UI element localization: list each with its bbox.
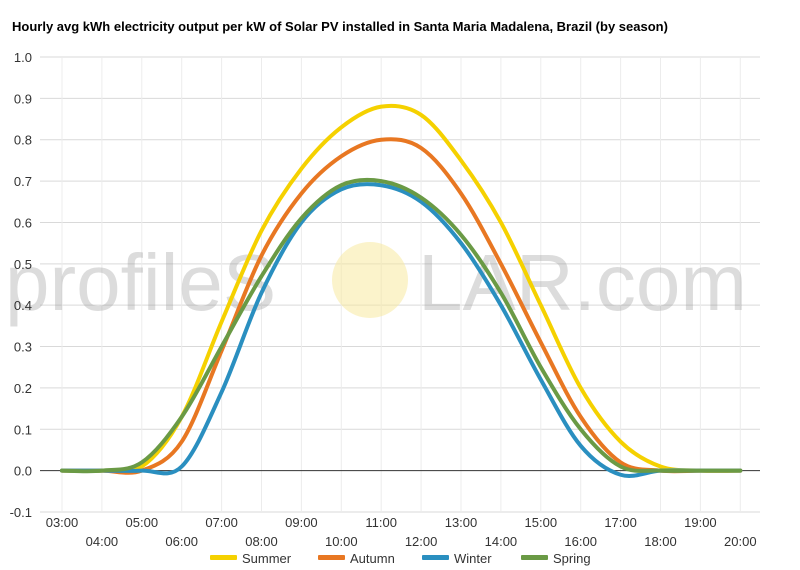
x-tick-label: 05:00: [126, 515, 159, 530]
y-tick-label: 0.3: [14, 340, 32, 355]
y-tick-label: 0.8: [14, 133, 32, 148]
y-tick-label: 1.0: [14, 50, 32, 65]
legend-swatch-autumn: [318, 555, 345, 560]
x-tick-label: 08:00: [245, 534, 278, 549]
x-tick-label: 04:00: [86, 534, 119, 549]
x-tick-label: 18:00: [644, 534, 677, 549]
axis-layer: -0.1 0.0 0.1 0.2 0.3 0.4 0.5 0.6 0.7 0.8 0.9 1.0 03:…: [10, 50, 760, 549]
legend-swatch-spring: [521, 555, 548, 560]
x-tick-label: 16:00: [564, 534, 597, 549]
series-layer: [60, 103, 743, 478]
x-tick-label: 13:00: [445, 515, 478, 530]
legend-label-autumn: Autumn: [350, 551, 395, 566]
legend-label-summer: Summer: [242, 551, 292, 566]
x-tick-label: 17:00: [604, 515, 637, 530]
x-tick-label: 11:00: [365, 515, 397, 530]
x-tick-label: 07:00: [205, 515, 238, 530]
x-tick-label: 09:00: [285, 515, 318, 530]
series-line-autumn: [60, 137, 743, 475]
y-tick-label: 0.5: [14, 257, 32, 272]
y-tick-label: 0.4: [14, 298, 32, 313]
x-tick-label: 06:00: [165, 534, 198, 549]
x-tick-label: 10:00: [325, 534, 358, 549]
legend-label-winter: Winter: [454, 551, 492, 566]
y-tick-label: 0.9: [14, 91, 32, 106]
series-line-spring: [60, 177, 743, 474]
legend-swatch-summer: [210, 555, 237, 560]
y-tick-label: 0.2: [14, 381, 32, 396]
x-tick-label: 20:00: [724, 534, 757, 549]
chart-title: Hourly avg kWh electricity output per kW…: [12, 19, 668, 34]
y-tick-label: 0.6: [14, 215, 32, 230]
y-tick-label: 0.7: [14, 174, 32, 189]
x-tick-label: 15:00: [525, 515, 558, 530]
legend-swatch-winter: [422, 555, 449, 560]
y-tick-label: -0.1: [10, 505, 32, 520]
watermark-text-left: profileS: [5, 238, 276, 327]
y-tick-label: 0.0: [14, 464, 32, 479]
series-line-winter: [60, 181, 743, 478]
x-tick-label: 12:00: [405, 534, 438, 549]
x-tick-label: 14:00: [485, 534, 518, 549]
x-tick-label: 03:00: [46, 515, 79, 530]
y-tick-label: 0.1: [14, 422, 32, 437]
legend: Summer Autumn Winter Spring: [210, 551, 591, 566]
watermark: profileS LAR.com: [5, 238, 747, 327]
x-tick-label: 19:00: [684, 515, 717, 530]
watermark-sun-icon: [332, 242, 408, 318]
legend-label-spring: Spring: [553, 551, 591, 566]
